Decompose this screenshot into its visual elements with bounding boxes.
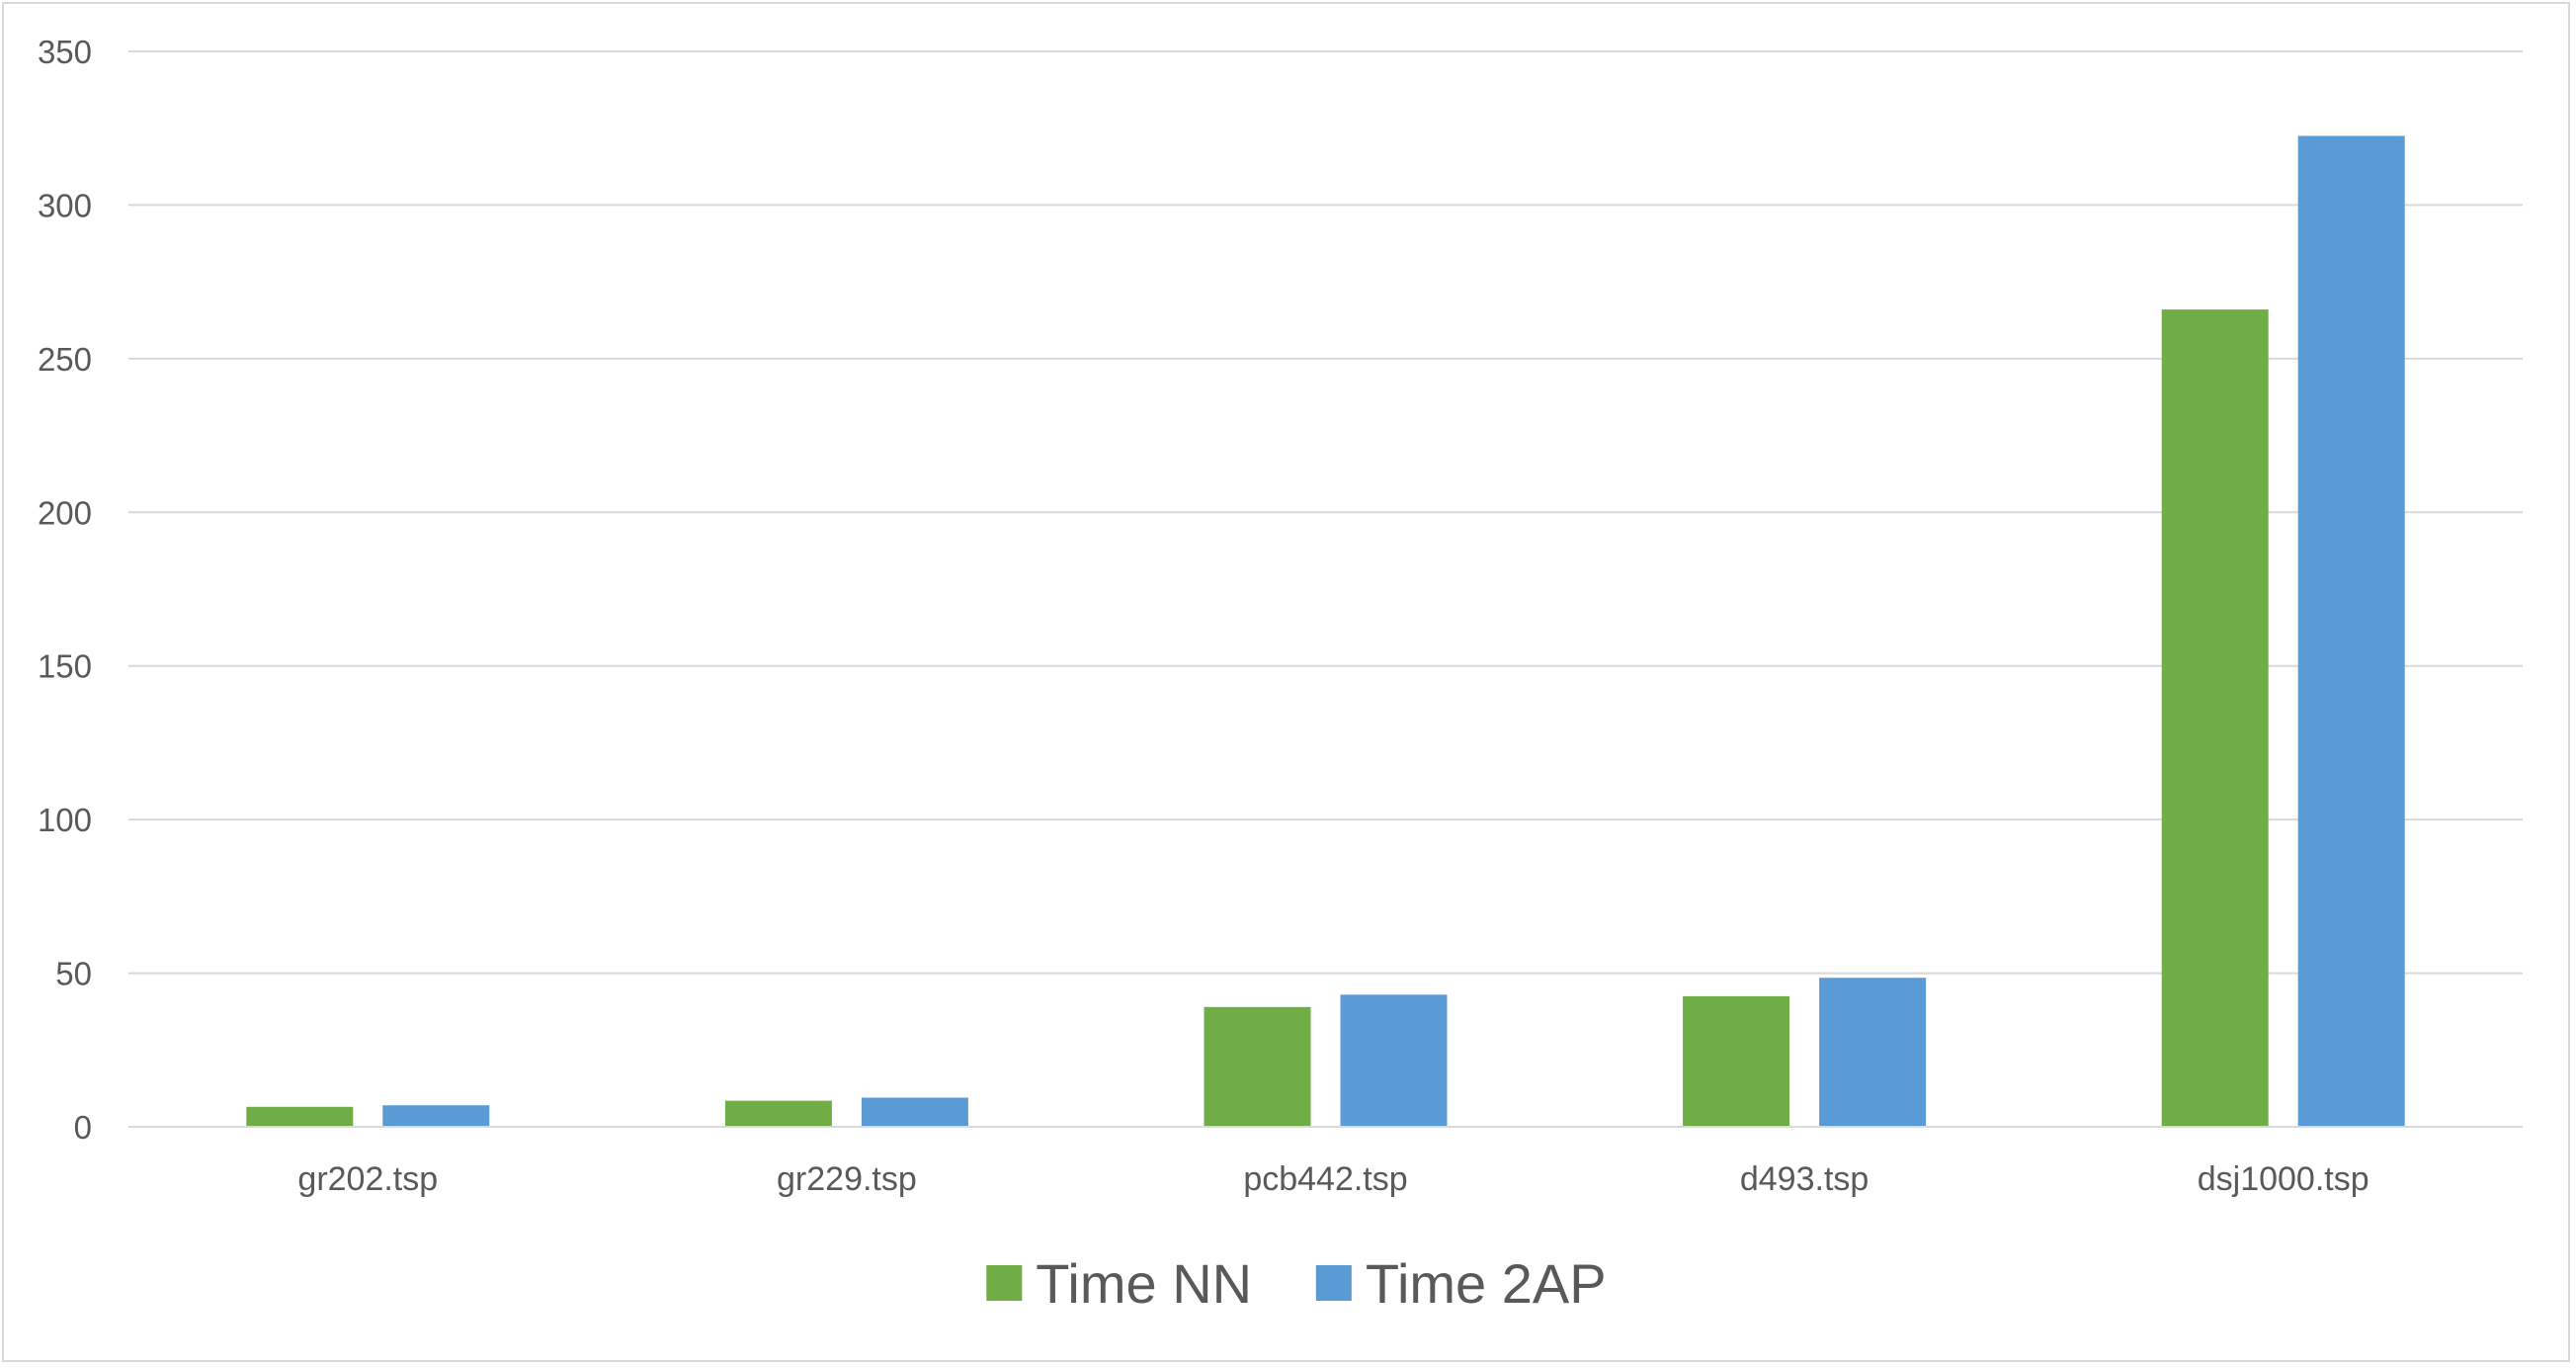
legend: Time NN Time 2AP bbox=[986, 1252, 1607, 1315]
bar-time-nn bbox=[724, 1100, 832, 1127]
gridlines bbox=[128, 50, 2523, 975]
y-tick-label: 250 bbox=[38, 341, 92, 378]
y-tick-label: 100 bbox=[38, 802, 92, 838]
legend-swatch bbox=[1315, 1265, 1352, 1301]
y-tick-label: 350 bbox=[38, 34, 92, 70]
y-tick-label: 300 bbox=[38, 187, 92, 223]
y-tick-label: 150 bbox=[38, 648, 92, 685]
y-tick-label: 200 bbox=[38, 494, 92, 531]
legend-swatch bbox=[986, 1265, 1023, 1301]
bar-time-nn bbox=[246, 1106, 354, 1127]
bar-time-2ap bbox=[2297, 135, 2405, 1127]
y-axis-tick-labels: 0 50 100 150 200 250 300 350 bbox=[38, 34, 92, 1146]
legend-label: Time NN bbox=[1036, 1252, 1252, 1315]
bar-time-2ap bbox=[1340, 994, 1448, 1127]
bar-time-2ap bbox=[1819, 978, 1927, 1127]
x-tick-label: dsj1000.tsp bbox=[2198, 1160, 2369, 1198]
legend-label: Time 2AP bbox=[1366, 1252, 1607, 1315]
bar-time-2ap bbox=[861, 1097, 968, 1127]
bar-time-nn bbox=[1683, 995, 1790, 1127]
bar-time-nn bbox=[2161, 309, 2269, 1127]
x-axis-tick-labels: gr202.tsp gr229.tsp pcb442.tsp d493.tsp dsj1… bbox=[297, 1160, 2368, 1198]
bar-time-nn bbox=[1204, 1006, 1311, 1127]
x-tick-label: d493.tsp bbox=[1740, 1160, 1869, 1198]
x-tick-label: gr202.tsp bbox=[297, 1160, 438, 1198]
bar-time-2ap bbox=[382, 1105, 490, 1127]
x-tick-label: pcb442.tsp bbox=[1243, 1160, 1407, 1198]
bars bbox=[246, 135, 2405, 1127]
x-tick-label: gr229.tsp bbox=[777, 1160, 917, 1198]
y-tick-label: 50 bbox=[55, 956, 92, 992]
y-tick-label: 0 bbox=[74, 1109, 92, 1146]
